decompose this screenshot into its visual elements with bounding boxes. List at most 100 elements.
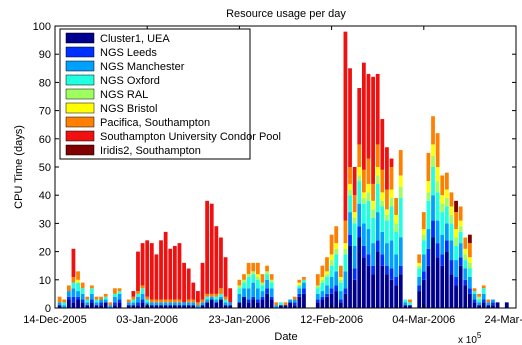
legend-swatch <box>65 116 95 128</box>
bar-segment <box>352 268 357 280</box>
bar-segment <box>186 302 191 306</box>
bar-segment <box>292 299 297 303</box>
bar-segment <box>269 279 274 283</box>
bar-segment <box>431 155 435 167</box>
bar-segment <box>117 291 122 294</box>
bar-segment <box>76 282 80 292</box>
bar-segment <box>228 302 233 306</box>
bar-segment <box>421 271 426 280</box>
bar-segment <box>472 293 477 300</box>
bar-segment <box>89 302 94 308</box>
bar-segment <box>145 302 150 306</box>
bar-segment <box>361 223 366 246</box>
bar-segment <box>251 274 256 283</box>
bar-segment <box>149 243 154 300</box>
y-tick-label: 80 <box>39 77 51 89</box>
bar-segment <box>417 268 422 277</box>
bar-segment <box>504 302 509 308</box>
bar-segment <box>85 305 90 308</box>
bar-segment <box>283 302 288 306</box>
bar-segment <box>366 158 371 184</box>
bar-segment <box>288 299 292 303</box>
legend-label: NGS RAL <box>100 89 148 101</box>
bar-segment <box>57 305 62 308</box>
bar-segment <box>237 285 242 289</box>
bar-segment <box>444 206 449 224</box>
bar-segment <box>80 302 85 308</box>
bar-segment <box>246 302 251 308</box>
bar-segment <box>154 305 159 308</box>
bar-segment <box>66 299 71 308</box>
bar-segment <box>149 299 154 303</box>
bar-segment <box>348 195 352 213</box>
bar-segment <box>99 299 103 303</box>
bar-segment <box>191 305 196 308</box>
bar-segment <box>348 234 352 246</box>
bar-segment <box>214 299 219 303</box>
bar-segment <box>334 291 339 308</box>
bar-segment <box>205 293 210 297</box>
bar-segment <box>140 302 145 308</box>
legend-swatch <box>65 144 95 156</box>
bar-segment <box>131 291 136 297</box>
bar-segment <box>302 279 306 283</box>
bar-segment <box>113 305 117 308</box>
bar-segment <box>403 302 408 306</box>
bar-segment <box>435 167 440 182</box>
bar-segment <box>389 198 394 207</box>
legend-label: Iridis2, Southampton <box>100 145 201 157</box>
bar-segment <box>352 245 357 269</box>
bar-segment <box>219 296 223 300</box>
bar-segment <box>352 212 357 218</box>
legend-swatch <box>65 130 95 142</box>
bar-segment <box>375 167 380 176</box>
bar-segment <box>380 265 385 308</box>
bar-segment <box>182 302 186 306</box>
x-tick-label: 03-Jan-2006 <box>116 314 178 326</box>
bar-segment <box>209 296 214 300</box>
bar-segment <box>80 293 85 300</box>
bar-segment <box>214 226 219 294</box>
bar-segment <box>449 274 454 308</box>
bar-segment <box>57 302 62 306</box>
bar-segment <box>444 189 449 199</box>
bar-segment <box>329 265 334 277</box>
bar-segment <box>242 279 246 283</box>
bar-segment <box>398 274 403 308</box>
bar-segment <box>398 198 403 238</box>
bar-segment <box>255 299 260 303</box>
bar-segment <box>172 245 177 300</box>
bar-segment <box>237 288 242 294</box>
bar-segment <box>85 296 90 300</box>
bar-segment <box>76 279 80 283</box>
bar-segment <box>366 192 371 201</box>
bar-segment <box>246 276 251 289</box>
bar-segment <box>205 296 210 300</box>
bar-segment <box>219 293 223 297</box>
bar-segment <box>260 285 265 292</box>
bar-segment <box>389 158 394 167</box>
bar-segment <box>159 240 163 300</box>
bar-segment <box>131 305 136 308</box>
bar-segment <box>380 206 385 232</box>
bar-segment <box>108 305 113 308</box>
bar-segment <box>444 240 449 252</box>
bar-segment <box>163 299 168 303</box>
bar-segment <box>477 299 482 303</box>
bar-segment <box>394 254 399 277</box>
bar-segment <box>260 299 265 308</box>
bar-segment <box>71 282 76 289</box>
bar-segment <box>223 296 228 300</box>
bar-segment <box>463 285 468 308</box>
bar-segment <box>325 257 329 272</box>
bar-segment <box>113 302 117 306</box>
x-axis-label: Date <box>274 331 297 343</box>
bar-segment <box>454 276 458 286</box>
bar-segment <box>103 299 108 303</box>
legend-swatch <box>65 74 95 86</box>
bar-segment <box>375 175 380 184</box>
bar-segment <box>219 237 223 289</box>
bar-segment <box>477 305 482 308</box>
bar-segment <box>380 231 385 255</box>
bar-segment <box>481 285 486 289</box>
